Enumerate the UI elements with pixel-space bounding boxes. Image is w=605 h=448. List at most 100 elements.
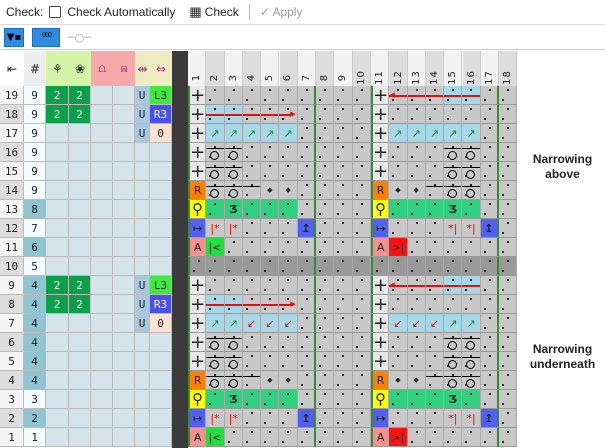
arrow-ne-icon[interactable]: ↗: [242, 124, 262, 143]
stitch-cell[interactable]: [444, 257, 463, 276]
stitch-cell[interactable]: [462, 276, 481, 295]
stitch-cell[interactable]: [334, 86, 353, 105]
stitch-cell[interactable]: [224, 257, 243, 276]
stitch-cell[interactable]: [352, 162, 371, 181]
stitch-cell[interactable]: [425, 390, 445, 409]
stitch-cell[interactable]: [352, 390, 371, 409]
column-number-4[interactable]: 4: [242, 51, 262, 86]
cluster-3-icon[interactable]: Ʒ: [224, 390, 243, 409]
stitch-cell[interactable]: [480, 276, 500, 295]
stitch-cell[interactable]: [425, 162, 445, 181]
stitch-cell[interactable]: [206, 162, 225, 181]
knit-plus-cell[interactable]: +: [370, 352, 390, 371]
stitch-cell[interactable]: [425, 333, 445, 352]
column-number-3[interactable]: 3: [224, 51, 243, 86]
stitch-cell[interactable]: [242, 200, 262, 219]
arrow-sw-icon[interactable]: ↙: [261, 314, 280, 333]
a-marker-cell[interactable]: A: [188, 238, 207, 257]
stitch-cell[interactable]: [444, 143, 463, 162]
stitch-cell[interactable]: [279, 409, 298, 428]
bar-up-icon[interactable]: ↥: [297, 219, 317, 238]
stitch-cell[interactable]: [407, 428, 426, 447]
stitch-cell[interactable]: *|: [444, 409, 463, 428]
stitch-cell[interactable]: ◆: [279, 181, 298, 200]
stitch-cell[interactable]: [462, 143, 481, 162]
stitch-cell[interactable]: [242, 219, 262, 238]
stitch-cell[interactable]: [425, 276, 445, 295]
column-number-1[interactable]: 1: [188, 51, 207, 86]
stitch-cell[interactable]: [206, 200, 225, 219]
stitch-cell[interactable]: [224, 333, 243, 352]
stitch-cell[interactable]: [242, 276, 262, 295]
stitch-cell[interactable]: [297, 162, 317, 181]
knit-plus-cell[interactable]: +: [188, 86, 207, 105]
column-number-7[interactable]: 7: [297, 51, 317, 86]
arrow-ne-icon[interactable]: ↗: [425, 124, 445, 143]
stitch-cell[interactable]: [499, 181, 518, 200]
mapsto-icon[interactable]: ↦: [370, 409, 390, 428]
mapsto-icon[interactable]: ↦: [188, 219, 207, 238]
stitch-cell[interactable]: [316, 371, 335, 390]
stitch-cell[interactable]: [316, 390, 335, 409]
stitch-cell[interactable]: *|: [444, 219, 463, 238]
column-number-9[interactable]: 9: [334, 51, 353, 86]
cable-outline-icon[interactable]: ─○─: [68, 31, 91, 44]
stitch-cell[interactable]: |*: [206, 409, 225, 428]
stitch-cell[interactable]: |*: [206, 219, 225, 238]
stitch-cell[interactable]: [499, 390, 518, 409]
stitch-cell[interactable]: [242, 105, 262, 124]
stitch-cell[interactable]: [499, 124, 518, 143]
stitch-cell[interactable]: [279, 276, 298, 295]
stitch-cell[interactable]: [425, 86, 445, 105]
stitch-cell[interactable]: [206, 295, 225, 314]
stitch-cell[interactable]: [334, 105, 353, 124]
stitch-cell[interactable]: [261, 409, 280, 428]
knit-plus-cell[interactable]: +: [370, 124, 390, 143]
stitch-cell[interactable]: [352, 276, 371, 295]
stitch-cell[interactable]: [334, 390, 353, 409]
magnifier-icon[interactable]: ⚲: [188, 390, 207, 409]
stitch-cell[interactable]: [499, 105, 518, 124]
stitch-cell[interactable]: [462, 162, 481, 181]
stitch-cell[interactable]: [462, 200, 481, 219]
stitch-cell[interactable]: ◂: [389, 86, 408, 105]
stitch-cell[interactable]: [334, 124, 353, 143]
stitch-cell[interactable]: [334, 181, 353, 200]
stitch-cell[interactable]: [352, 105, 371, 124]
stitch-cell[interactable]: [242, 333, 262, 352]
stitch-cell[interactable]: [224, 238, 243, 257]
stitch-cell[interactable]: [297, 105, 317, 124]
stitch-cell[interactable]: [316, 409, 335, 428]
magnifier-icon[interactable]: ⚲: [370, 200, 390, 219]
stitch-cell[interactable]: [499, 276, 518, 295]
knit-plus-cell[interactable]: +: [370, 105, 390, 124]
stitch-cell[interactable]: [389, 257, 408, 276]
column-number-13[interactable]: 13: [407, 51, 426, 86]
stitch-cell[interactable]: [242, 86, 262, 105]
stitch-cell[interactable]: |*: [224, 219, 243, 238]
stitch-cell[interactable]: [279, 257, 298, 276]
check-button[interactable]: ▦ Check: [189, 4, 239, 19]
stitch-cell[interactable]: [316, 105, 335, 124]
stitch-cell[interactable]: [389, 162, 408, 181]
stitch-cell[interactable]: [297, 371, 317, 390]
knit-plus-cell[interactable]: +: [370, 162, 390, 181]
arrow-ne-icon[interactable]: ↗: [224, 314, 243, 333]
stitch-cell[interactable]: [261, 105, 280, 124]
arrow-ne-icon[interactable]: ↗: [389, 124, 408, 143]
stitch-cell[interactable]: [499, 428, 518, 447]
stitch-cell[interactable]: [407, 105, 426, 124]
stitch-cell[interactable]: [242, 409, 262, 428]
knit-plus-cell[interactable]: +: [188, 162, 207, 181]
stitch-cell[interactable]: ◂: [389, 276, 408, 295]
stitch-cell[interactable]: [425, 143, 445, 162]
stitch-cell[interactable]: [352, 333, 371, 352]
right-decrease-cell[interactable]: >|: [389, 428, 408, 447]
stitch-cell[interactable]: [224, 181, 243, 200]
stitch-cell[interactable]: [480, 238, 500, 257]
arrow-ne-icon[interactable]: ↗: [261, 124, 280, 143]
knit-plus-cell[interactable]: +: [188, 314, 207, 333]
mapsto-icon[interactable]: ↦: [188, 409, 207, 428]
knit-plus-cell[interactable]: +: [188, 124, 207, 143]
apply-button[interactable]: ✓ Apply: [259, 5, 303, 19]
